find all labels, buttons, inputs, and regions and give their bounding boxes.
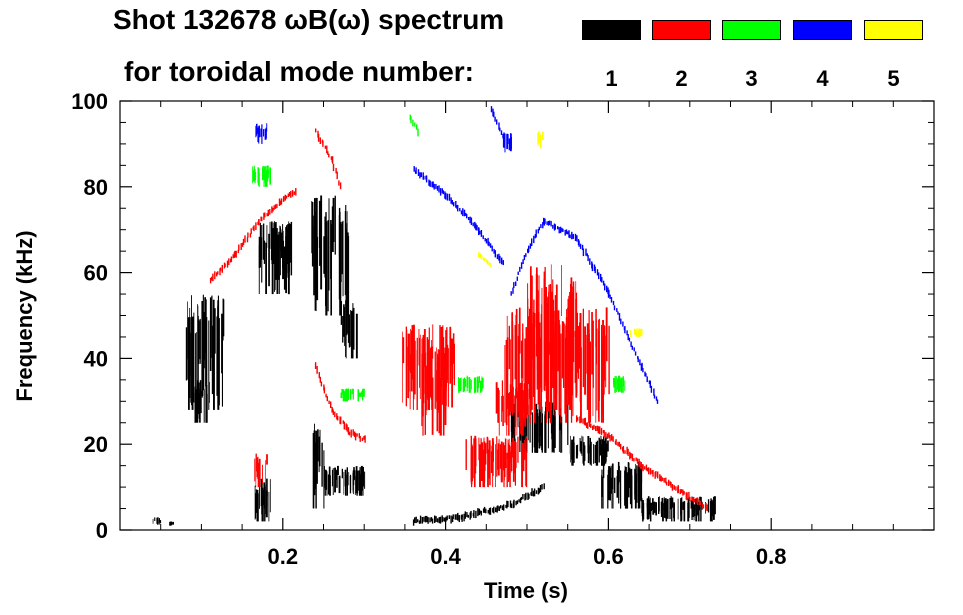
spectral-blob — [495, 380, 529, 436]
legend-label-1: 1 — [605, 66, 618, 91]
spectral-blob — [527, 264, 578, 410]
spectral-blob — [537, 131, 544, 149]
x-tick-label: 0.4 — [430, 544, 461, 569]
y-tick-label: 0 — [96, 518, 108, 543]
x-tick-label: 0.2 — [268, 544, 299, 569]
mode-track — [490, 106, 504, 139]
chart-title-line-2: for toroidal mode number: — [124, 56, 474, 87]
legend-swatch-1 — [582, 20, 641, 40]
legend-label-5: 5 — [887, 66, 900, 91]
chart-title-line-1: Shot 132678 ωB(ω) spectrum — [113, 4, 505, 35]
spectral-blob — [255, 123, 268, 144]
spectral-blob — [312, 423, 325, 509]
legend-swatch-4 — [793, 20, 852, 40]
spectral-blob — [613, 375, 626, 393]
spectral-blob — [324, 465, 366, 496]
spectral-blob — [340, 388, 365, 402]
series-mode-2 — [209, 128, 708, 512]
legend-swatch-3 — [722, 20, 781, 40]
legend-label-3: 3 — [745, 66, 758, 91]
spectral-blob — [152, 517, 162, 525]
spectral-blob — [252, 165, 271, 187]
spectral-blob — [340, 299, 358, 359]
spectral-blob — [254, 453, 268, 488]
legend-label-4: 4 — [816, 66, 829, 91]
spectral-blob — [254, 478, 271, 522]
mode-track — [576, 415, 708, 512]
spectral-blob — [630, 328, 643, 337]
spectral-blob — [270, 221, 292, 264]
series-mode-5 — [478, 131, 643, 337]
spectral-blob — [169, 521, 174, 526]
y-tick-label: 80 — [84, 175, 108, 200]
spectral-blob — [421, 350, 447, 436]
y-tick-label: 100 — [71, 89, 108, 114]
spectral-blob — [601, 461, 643, 509]
mode-track — [413, 166, 504, 266]
axes: 0 20 40 60 80 100 0.2 0.4 0.6 0.8 — [71, 89, 935, 569]
spectral-blob — [185, 294, 225, 410]
x-axis-label: Time (s) — [484, 578, 568, 603]
mode-track — [478, 252, 492, 268]
series-mode-3 — [252, 114, 626, 402]
y-tick-label: 40 — [84, 346, 108, 371]
mode-track — [315, 128, 342, 190]
y-tick-label: 60 — [84, 261, 108, 286]
legend-label-2: 2 — [675, 66, 688, 91]
spectral-blob — [502, 132, 512, 153]
legend-swatch-5 — [864, 20, 923, 40]
legend-swatch-2 — [652, 20, 711, 40]
mode-track — [314, 362, 366, 443]
mode-track — [409, 114, 419, 137]
mode-track — [412, 483, 545, 526]
series-mode-1 — [152, 195, 716, 526]
series-mode-4 — [255, 106, 659, 404]
spectral-blob — [569, 435, 609, 466]
x-tick-label: 0.6 — [593, 544, 624, 569]
y-tick-label: 20 — [84, 432, 108, 457]
spectral-blob — [311, 195, 350, 316]
spectral-blob — [194, 379, 210, 423]
spectral-blob — [458, 375, 484, 393]
spectral-blob — [402, 324, 455, 410]
spectral-blob — [641, 495, 716, 522]
mode-track — [209, 188, 297, 284]
x-tick-label: 0.8 — [756, 544, 787, 569]
y-axis-label: Frequency (kHz) — [12, 230, 37, 401]
spectral-blob — [465, 435, 528, 488]
mode-track — [510, 217, 659, 404]
spectrum-marks — [152, 106, 716, 526]
